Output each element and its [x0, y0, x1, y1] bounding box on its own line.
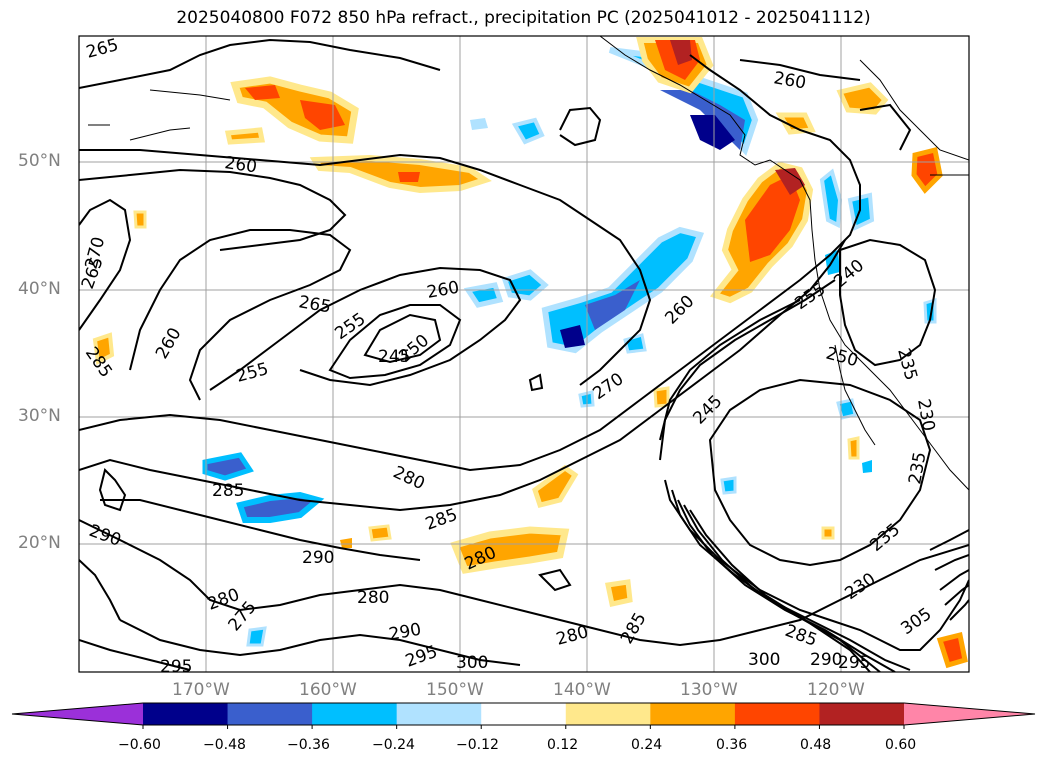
colorbar-tick-label: −0.48 — [203, 737, 246, 753]
lat-label-30n: 30°N — [18, 406, 61, 426]
contour-label: 290 — [387, 620, 422, 645]
colorbar-extend-high — [904, 703, 1035, 725]
lat-label-50n: 50°N — [18, 151, 61, 171]
contour-label: 290 — [810, 650, 842, 670]
contour-label: 285 — [423, 505, 460, 535]
colorbar-segment — [819, 703, 905, 725]
lon-label-140w: 140°W — [553, 680, 611, 700]
contour-label: 265 — [84, 35, 121, 63]
precip-positive-shading — [92, 37, 968, 669]
lon-label-150w: 150°W — [426, 680, 484, 700]
colorbar-tick-label: 0.60 — [885, 737, 917, 753]
map-title: 2025040800 F072 850 hPa refract., precip… — [176, 8, 871, 28]
colorbar-segment — [396, 703, 482, 725]
colorbar-segment — [227, 703, 313, 725]
colorbar-segment — [481, 703, 567, 725]
contour-label: 230 — [913, 397, 938, 432]
colorbar-extend-low — [12, 703, 143, 725]
contour-label: 235 — [893, 346, 921, 383]
colorbar-tick-label: 0.36 — [716, 737, 748, 753]
map-frame — [78, 35, 970, 673]
contour-label: 260 — [772, 68, 807, 93]
colorbar-tick-label: −0.12 — [456, 737, 499, 753]
contour-label: 255 — [234, 359, 271, 387]
contour-label: 290 — [302, 548, 334, 568]
contour-label: 285 — [212, 481, 244, 501]
lon-label-160w: 160°W — [299, 680, 357, 700]
contour-label: 235 — [866, 520, 904, 556]
colorbar-segment — [312, 703, 398, 725]
lat-label-40n: 40°N — [18, 279, 61, 299]
contour-label: 295 — [403, 642, 440, 672]
colorbar-tick-label: 0.24 — [631, 737, 663, 753]
contour-label: 265 — [297, 292, 332, 317]
lon-label-170w: 170°W — [172, 680, 230, 700]
lon-label-120w: 120°W — [807, 680, 865, 700]
map-panel: 265 260 260 265 270 285 260 255 265 255 … — [78, 35, 970, 677]
contour-label: 300 — [456, 653, 488, 673]
contour-label: 295 — [838, 653, 870, 673]
colorbar-segment — [565, 703, 651, 725]
lat-label-20n: 20°N — [18, 533, 61, 553]
contour-label: 255 — [791, 279, 829, 314]
colorbar-tick-label: 0.48 — [800, 737, 832, 753]
contour-label: 260 — [223, 153, 258, 177]
contour-label: 235 — [905, 450, 930, 485]
colorbar-tick-label: −0.60 — [118, 737, 161, 753]
contour-label: 305 — [897, 604, 935, 639]
lon-label-130w: 130°W — [680, 680, 738, 700]
contour-label: 285 — [617, 609, 651, 647]
colorbar-segment — [650, 703, 736, 725]
colorbar-segment — [143, 703, 229, 725]
contour-label: 260 — [661, 291, 698, 328]
contour-label: 260 — [425, 278, 460, 303]
colorbar-segment — [734, 703, 820, 725]
contour-label: 260 — [152, 324, 186, 362]
colorbar-tick-label: −0.24 — [372, 737, 415, 753]
contour-label: 230 — [841, 569, 879, 604]
contour-label: 280 — [357, 588, 389, 608]
contour-label: 290 — [86, 521, 123, 551]
contour-label: 280 — [390, 462, 428, 494]
refractivity-contours — [79, 38, 969, 672]
contour-label: 300 — [748, 650, 780, 670]
coastlines — [88, 36, 969, 491]
colorbar-tick-label: −0.36 — [287, 737, 330, 753]
contour-label: 245 — [378, 347, 410, 367]
colorbar-tick-label: 0.12 — [547, 737, 579, 753]
contour-label: 295 — [160, 657, 192, 677]
contour-label: 280 — [554, 622, 591, 650]
colorbar — [11, 702, 1036, 729]
